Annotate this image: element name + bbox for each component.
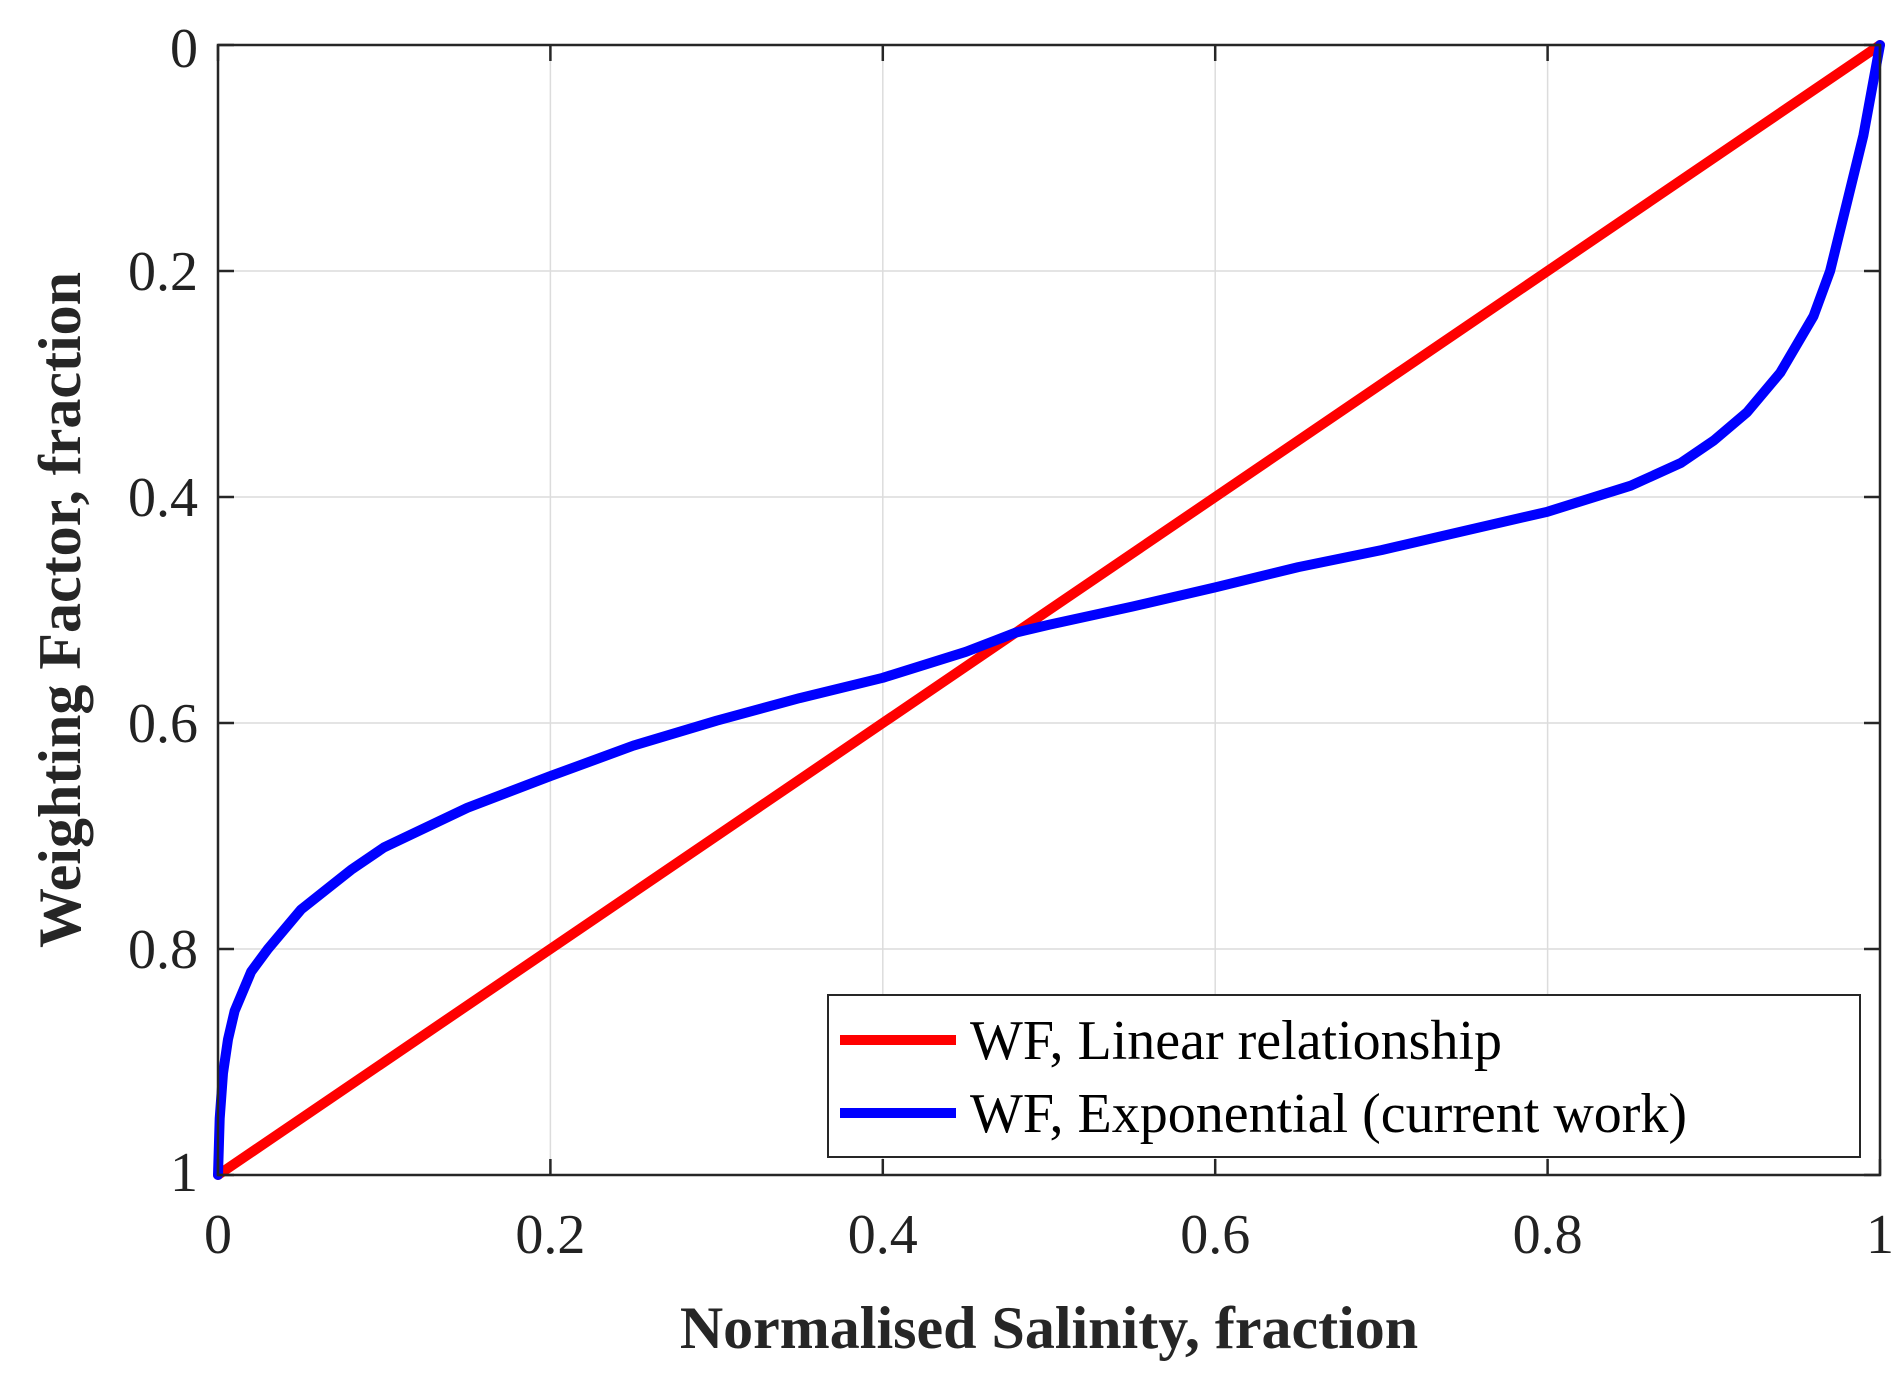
plot-frame [216,43,1882,1177]
y-tick-label-1: 0.2 [128,241,198,303]
legend: WF, Linear relationship WF, Exponential … [827,994,1861,1158]
x-tick-label-3: 0.6 [1180,1204,1250,1266]
x-tick-labels: 0 0.2 0.4 0.6 0.8 1 [204,1204,1894,1266]
x-tick-label-5: 1 [1866,1204,1894,1266]
series-line-exponential [213,40,1885,1180]
y-tick-label-4: 0.8 [128,919,198,981]
x-axis-title: Normalised Salinity, fraction [680,1295,1418,1361]
y-tick-label-5: 1 [170,1142,198,1204]
x-tick-label-1: 0.2 [515,1204,585,1266]
y-tick-label-0: 0 [170,18,198,80]
legend-box [827,994,1861,1158]
y-tick-label-3: 0.6 [128,693,198,755]
ticks [216,43,1882,1177]
series-line-linear [213,40,1885,1180]
x-tick-label-0: 0 [204,1204,232,1266]
x-tick-label-4: 0.8 [1513,1204,1583,1266]
series-layer [213,40,1885,1180]
legend-label-exponential: WF, Exponential (current work) [970,1083,1687,1145]
y-tick-labels: 0 0.2 0.4 0.6 0.8 1 [128,18,198,1204]
y-tick-label-2: 0.4 [128,467,198,529]
y-axis-title: Weighting Factor, fraction [27,272,93,948]
legend-label-linear: WF, Linear relationship [970,1010,1502,1072]
x-tick-label-2: 0.4 [848,1204,918,1266]
